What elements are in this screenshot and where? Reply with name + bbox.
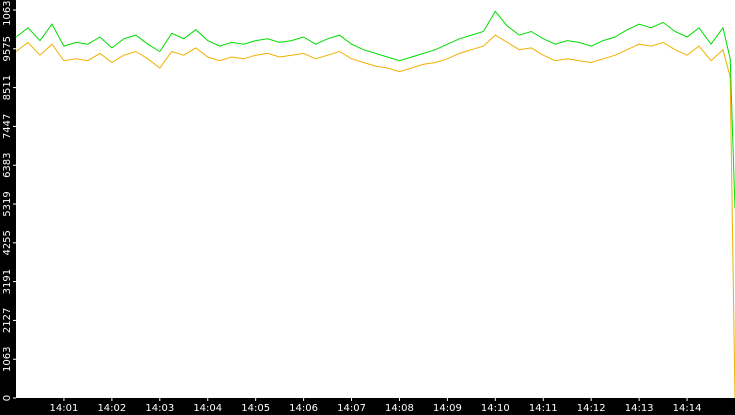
x-tick-label: 14:07: [337, 403, 366, 414]
y-tick-label: 8511: [2, 75, 13, 100]
x-tick-label: 14:11: [529, 403, 558, 414]
x-tick-label: 14:03: [145, 403, 174, 414]
y-tick-label: 6383: [2, 152, 13, 177]
y-tick-label: 0: [2, 395, 13, 401]
y-tick-label: 10639: [2, 0, 13, 26]
x-tick-label: 14:05: [241, 403, 270, 414]
x-tick-label: 14:14: [673, 403, 702, 414]
y-tick-label: 2127: [2, 308, 13, 333]
x-axis-band: [0, 398, 735, 415]
series-line: [15, 34, 735, 399]
x-tick-label: 14:04: [193, 403, 222, 414]
x-tick-label: 14:08: [385, 403, 414, 414]
y-axis-band: [0, 0, 16, 415]
series-line: [15, 10, 735, 209]
x-tick-label: 14:09: [433, 403, 462, 414]
x-tick-label: 14:10: [481, 403, 510, 414]
x-tick-label: 14:02: [97, 403, 126, 414]
y-tick-label: 5319: [2, 191, 13, 216]
y-tick-label: 1063: [2, 347, 13, 372]
x-tick-label: 14:01: [50, 403, 79, 414]
y-tick-label: 9575: [2, 36, 13, 61]
y-tick-label: 3191: [2, 269, 13, 294]
y-tick-label: 4255: [2, 230, 13, 255]
x-tick-label: 14:12: [577, 403, 606, 414]
y-tick-label: 7447: [2, 114, 13, 139]
x-tick-label: 14:13: [625, 403, 654, 414]
x-tick-label: 14:06: [289, 403, 318, 414]
